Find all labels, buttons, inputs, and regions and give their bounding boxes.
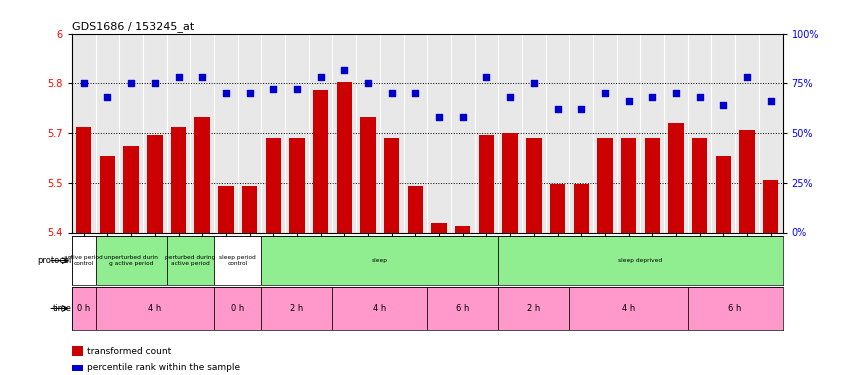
Bar <box>427 287 498 330</box>
Bar <box>261 287 332 330</box>
Text: perturbed during
active period: perturbed during active period <box>165 255 216 266</box>
Point <box>503 94 517 100</box>
Point <box>314 75 327 81</box>
Bar <box>645 138 660 232</box>
Point <box>764 98 777 104</box>
Bar <box>360 117 376 232</box>
Point <box>195 75 209 81</box>
Bar <box>266 138 281 232</box>
Point <box>574 106 588 112</box>
Point <box>551 106 564 112</box>
Bar <box>498 287 569 330</box>
Point <box>717 102 730 108</box>
Point <box>148 81 162 87</box>
Text: 6 h: 6 h <box>456 304 470 313</box>
Bar <box>597 138 613 232</box>
Text: 2 h: 2 h <box>527 304 541 313</box>
Point <box>219 90 233 96</box>
Point <box>527 81 541 87</box>
Point <box>361 81 375 87</box>
Bar <box>313 90 328 232</box>
Bar <box>668 123 684 232</box>
Bar <box>124 146 139 232</box>
Bar <box>218 186 233 232</box>
Bar <box>739 130 755 232</box>
Point <box>622 98 635 104</box>
Bar <box>100 156 115 232</box>
Text: time: time <box>53 304 72 313</box>
Text: active period
control: active period control <box>64 255 103 266</box>
Bar <box>526 138 541 232</box>
Bar <box>408 186 423 232</box>
Text: 0 h: 0 h <box>77 304 91 313</box>
Text: unperturbed durin
g active period: unperturbed durin g active period <box>104 255 158 266</box>
Bar <box>692 138 707 232</box>
Point <box>290 86 304 92</box>
Bar <box>688 287 783 330</box>
Bar <box>171 126 186 232</box>
Text: 4 h: 4 h <box>622 304 635 313</box>
Text: percentile rank within the sample: percentile rank within the sample <box>87 363 240 372</box>
Point <box>266 86 280 92</box>
Bar <box>261 236 498 285</box>
Point <box>669 90 683 96</box>
Point <box>432 114 446 120</box>
Point <box>243 90 256 96</box>
Point <box>409 90 422 96</box>
Bar <box>214 236 261 285</box>
Point <box>693 94 706 100</box>
Bar <box>147 135 162 232</box>
Text: sleep deprived: sleep deprived <box>618 258 662 263</box>
Point <box>172 75 185 81</box>
Bar <box>431 223 447 232</box>
Bar <box>337 82 352 232</box>
Bar <box>503 133 518 232</box>
Text: protocol: protocol <box>37 256 72 265</box>
Point <box>124 81 138 87</box>
Text: 6 h: 6 h <box>728 304 742 313</box>
Bar <box>455 226 470 232</box>
Bar <box>621 138 636 232</box>
Bar <box>76 126 91 232</box>
Point <box>598 90 612 96</box>
Text: transformed count: transformed count <box>87 346 172 355</box>
Point <box>456 114 470 120</box>
Bar <box>384 138 399 232</box>
Bar <box>498 236 783 285</box>
Text: sleep: sleep <box>372 258 387 263</box>
Text: 4 h: 4 h <box>373 304 387 313</box>
Bar <box>574 184 589 232</box>
Point <box>385 90 398 96</box>
Point <box>338 66 351 72</box>
Text: 4 h: 4 h <box>148 304 162 313</box>
Bar <box>96 287 214 330</box>
Bar <box>214 287 261 330</box>
Bar <box>72 287 96 330</box>
Bar <box>167 236 214 285</box>
Point <box>740 75 754 81</box>
Bar <box>332 287 427 330</box>
Point <box>77 81 91 87</box>
Bar <box>716 156 731 232</box>
Bar <box>550 184 565 232</box>
Bar <box>289 138 305 232</box>
Point <box>101 94 114 100</box>
Text: 2 h: 2 h <box>290 304 304 313</box>
Bar <box>569 287 688 330</box>
Text: sleep period
control: sleep period control <box>219 255 256 266</box>
Bar <box>96 236 167 285</box>
Bar <box>479 135 494 232</box>
Bar <box>763 180 778 232</box>
Bar <box>195 117 210 232</box>
Text: GDS1686 / 153245_at: GDS1686 / 153245_at <box>72 22 195 33</box>
Bar <box>242 186 257 232</box>
Point <box>645 94 659 100</box>
Point <box>480 75 493 81</box>
Text: 0 h: 0 h <box>231 304 244 313</box>
Bar <box>72 236 96 285</box>
